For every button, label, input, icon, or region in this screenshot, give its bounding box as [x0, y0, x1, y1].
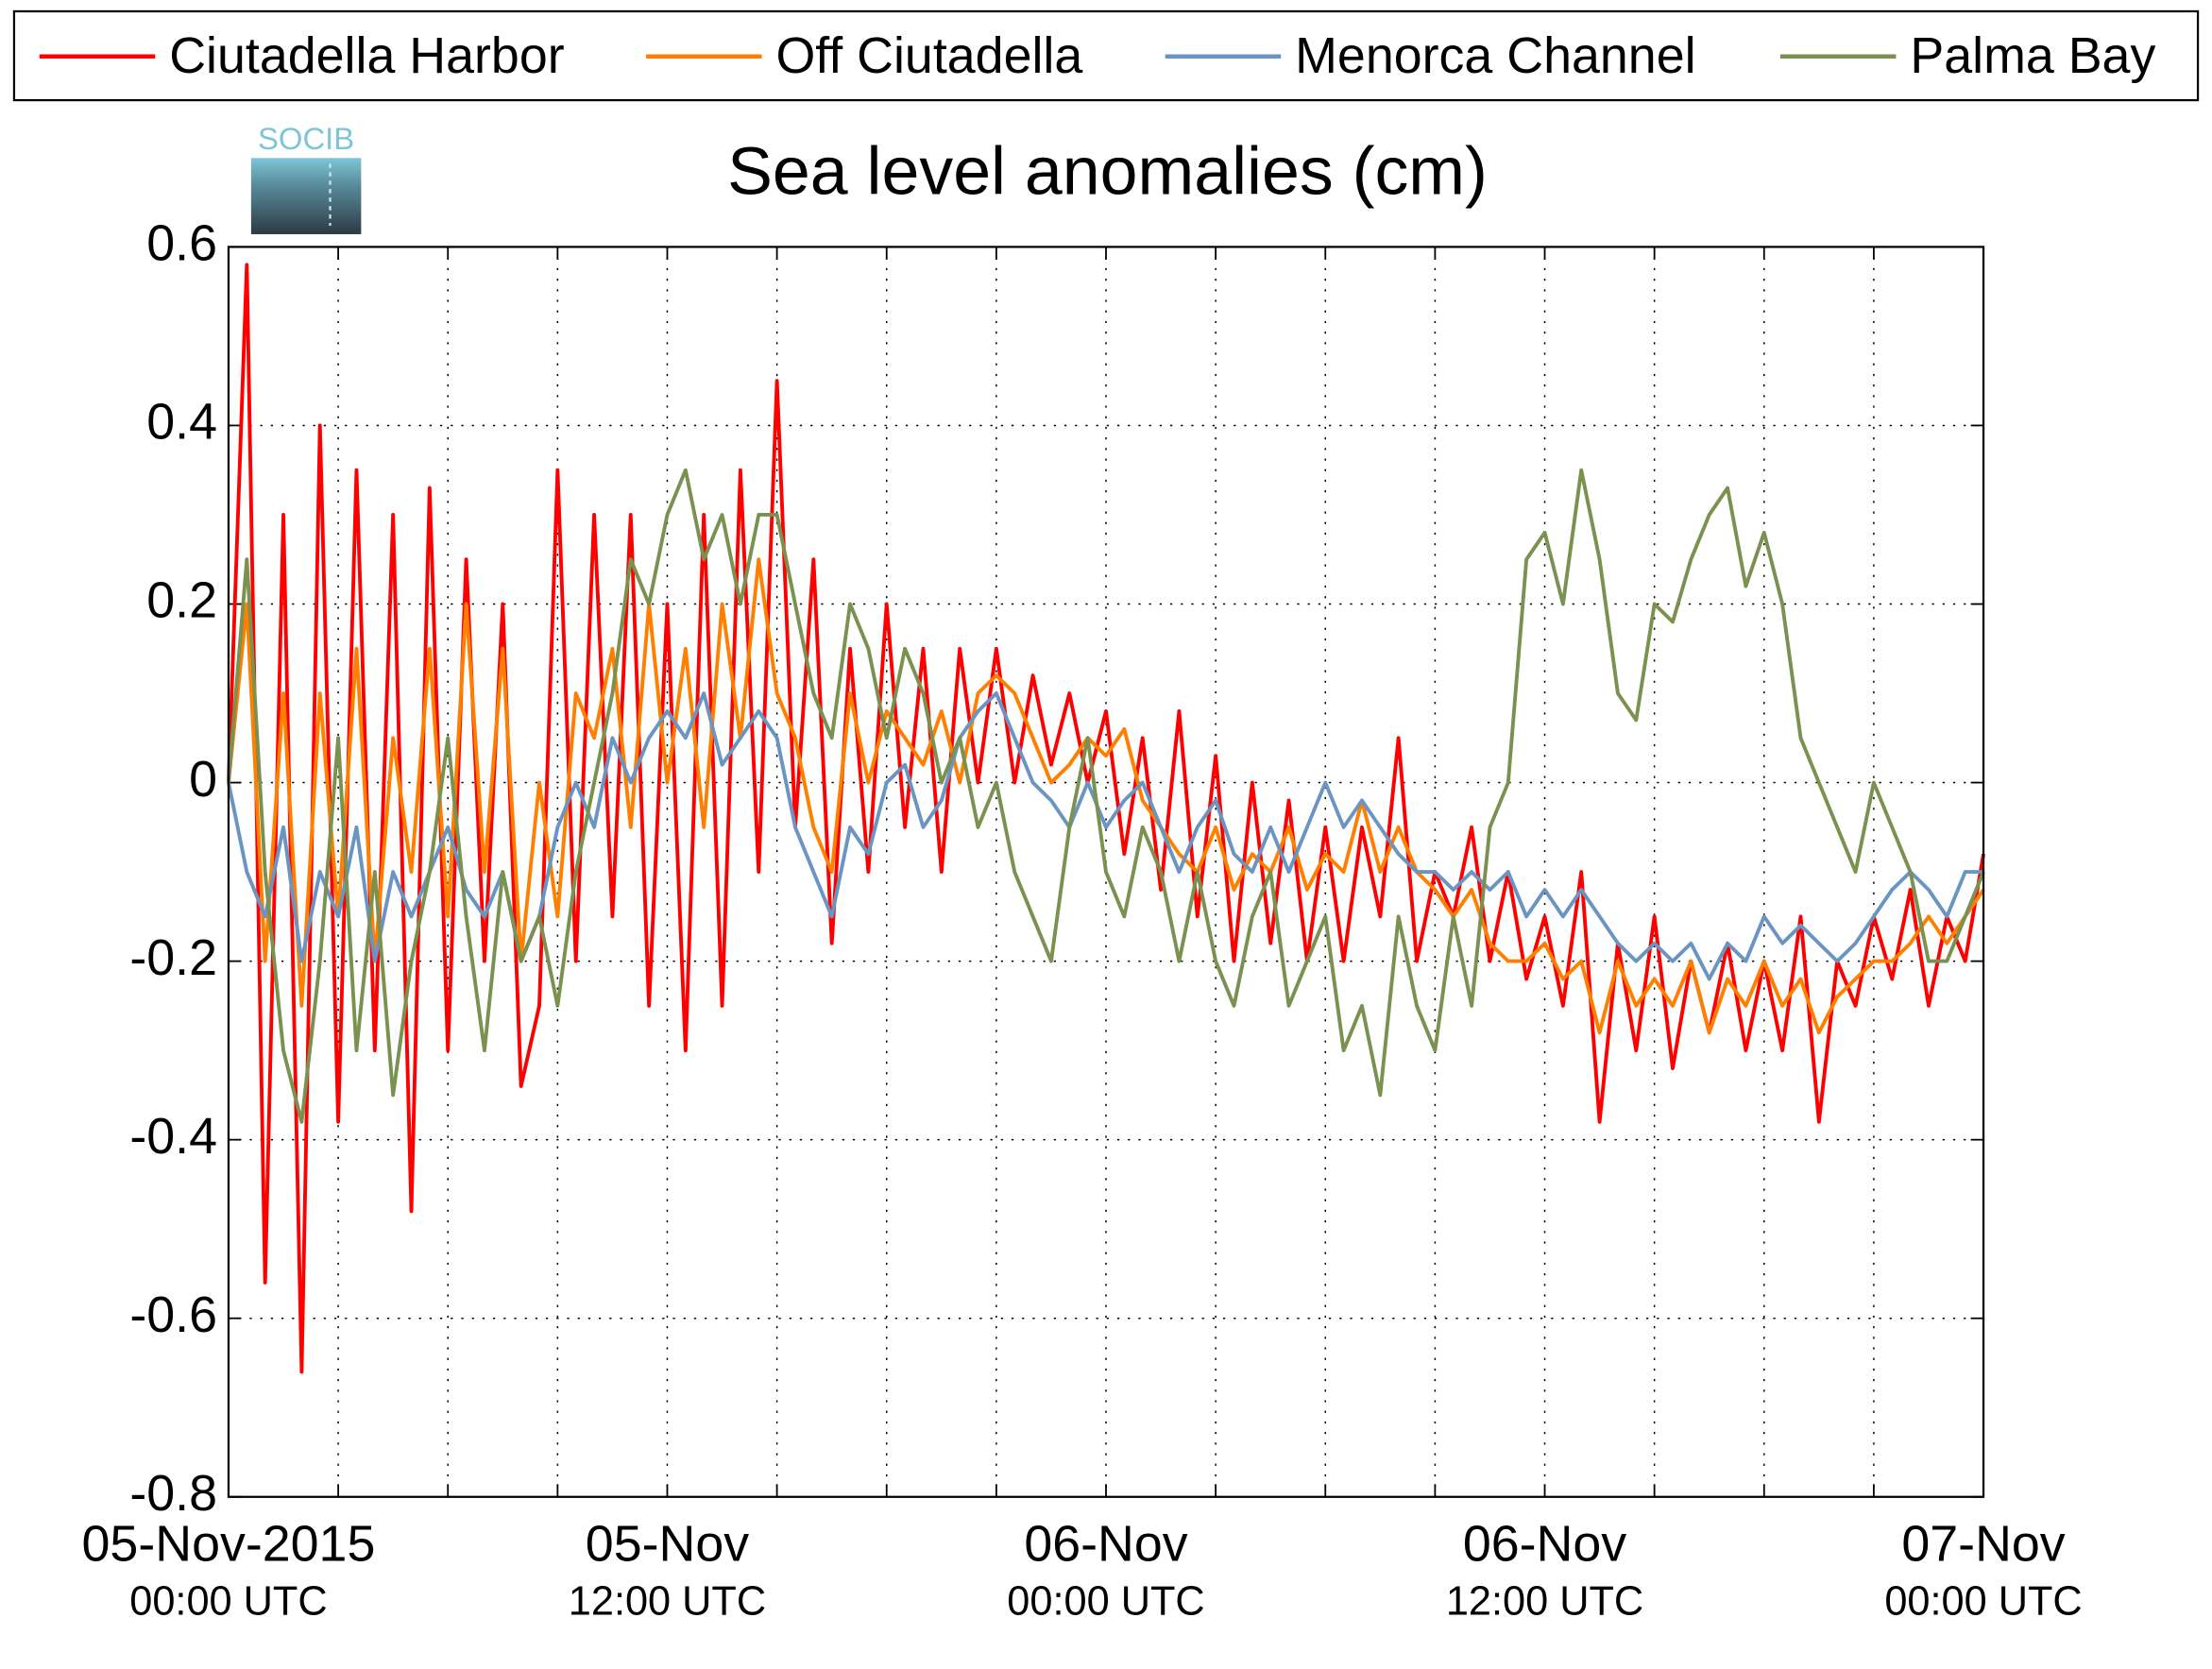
x-tick-sublabel: 00:00 UTC	[129, 1579, 327, 1625]
plot-frame	[227, 246, 1985, 1498]
logo-text: SOCIB	[258, 121, 354, 156]
y-tick-label: 0.2	[146, 572, 217, 629]
x-tick-label: 06-Nov	[1024, 1516, 1187, 1573]
x-tick-label: 06-Nov	[1463, 1516, 1626, 1573]
y-tick-label: -0.8	[129, 1465, 217, 1522]
x-tick-sublabel: 12:00 UTC	[569, 1579, 766, 1625]
logo: SOCIB	[250, 121, 362, 234]
x-tick-sublabel: 00:00 UTC	[1884, 1579, 2082, 1625]
logo-mark	[250, 158, 362, 234]
x-tick-label: 05-Nov-2015	[82, 1516, 376, 1573]
series-line	[227, 468, 1985, 1124]
y-tick-label: 0.6	[146, 215, 217, 272]
y-tick-label: -0.2	[129, 929, 217, 986]
x-tick-sublabel: 00:00 UTC	[1007, 1579, 1204, 1625]
y-tick-label: -0.4	[129, 1108, 217, 1165]
legend-label: Off Ciutadella	[775, 27, 1082, 84]
legend-label: Palma Bay	[1910, 27, 2155, 84]
x-tick-sublabel: 12:00 UTC	[1446, 1579, 1643, 1625]
legend-label: Ciutadella Harbor	[169, 27, 564, 84]
y-tick-label: 0	[189, 751, 217, 808]
y-tick-label: 0.4	[146, 394, 217, 451]
x-tick-label: 07-Nov	[1901, 1516, 2065, 1573]
legend-label: Menorca Channel	[1295, 27, 1695, 84]
y-tick-label: -0.6	[129, 1286, 217, 1343]
chart-title: Sea level anomalies (cm)	[727, 134, 1488, 210]
x-tick-label: 05-Nov	[586, 1516, 749, 1573]
